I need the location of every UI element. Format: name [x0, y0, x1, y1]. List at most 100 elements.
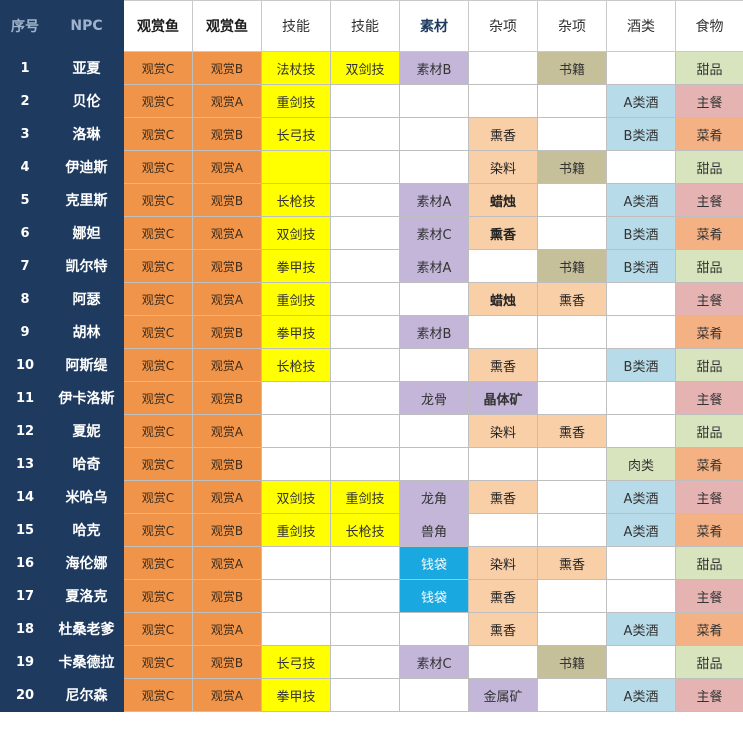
cell-skill-2: [330, 150, 400, 184]
cell-skill-1: 双剑技: [261, 216, 331, 250]
table-row: 4 伊迪斯 观赏C 观赏A 染料 书籍 甜品: [0, 150, 743, 184]
npc-name: 阿斯缇: [49, 348, 124, 382]
cell-misc-1: [468, 513, 538, 547]
cell-food: 主餐: [675, 579, 743, 613]
cell-liquor: B类酒: [606, 216, 676, 250]
cell-liquor: A类酒: [606, 84, 676, 118]
table-row: 12 夏妮 观赏C 观赏A 染料 熏香 甜品: [0, 414, 743, 448]
cell-material: 素材C: [399, 645, 469, 679]
cell-liquor: A类酒: [606, 480, 676, 514]
cell-liquor: [606, 315, 676, 349]
table-row: 11 伊卡洛斯 观赏C 观赏B 龙骨 晶体矿 主餐: [0, 381, 743, 415]
row-index: 10: [0, 348, 50, 382]
cell-liquor: [606, 546, 676, 580]
cell-material: [399, 612, 469, 646]
cell-material: 素材C: [399, 216, 469, 250]
cell-fish-1: 观赏C: [123, 447, 193, 481]
table-row: 6 娜妲 观赏C 观赏A 双剑技 素材C 熏香 B类酒 菜肴: [0, 216, 743, 250]
cell-misc-1: 熏香: [468, 348, 538, 382]
cell-liquor: 肉类: [606, 447, 676, 481]
cell-liquor: B类酒: [606, 348, 676, 382]
cell-misc-1: 熏香: [468, 216, 538, 250]
cell-fish-1: 观赏C: [123, 414, 193, 448]
cell-food: 甜品: [675, 546, 743, 580]
cell-misc-1: 熏香: [468, 480, 538, 514]
cell-skill-1: [261, 546, 331, 580]
cell-fish-2: 观赏B: [192, 645, 262, 679]
cell-misc-1: [468, 315, 538, 349]
cell-material: 素材B: [399, 315, 469, 349]
cell-fish-1: 观赏C: [123, 51, 193, 85]
table-row: 15 哈克 观赏C 观赏B 重剑技 长枪技 兽角 A类酒 菜肴: [0, 513, 743, 547]
cell-skill-2: [330, 546, 400, 580]
cell-fish-2: 观赏B: [192, 513, 262, 547]
cell-material: 素材A: [399, 249, 469, 283]
npc-name: 胡林: [49, 315, 124, 349]
row-index: 4: [0, 150, 50, 184]
table-row: 1 亚夏 观赏C 观赏B 法杖技 双剑技 素材B 书籍 甜品: [0, 51, 743, 85]
cell-fish-1: 观赏C: [123, 117, 193, 151]
row-index: 6: [0, 216, 50, 250]
header-misc-1: 杂项: [468, 0, 538, 52]
cell-material: [399, 348, 469, 382]
row-index: 5: [0, 183, 50, 217]
row-index: 8: [0, 282, 50, 316]
row-index: 14: [0, 480, 50, 514]
row-index: 19: [0, 645, 50, 679]
row-index: 13: [0, 447, 50, 481]
npc-name: 夏妮: [49, 414, 124, 448]
cell-food: 主餐: [675, 678, 743, 712]
header-npc: NPC: [49, 0, 124, 52]
cell-fish-1: 观赏C: [123, 315, 193, 349]
cell-skill-1: [261, 414, 331, 448]
table-row: 10 阿斯缇 观赏C 观赏A 长枪技 熏香 B类酒 甜品: [0, 348, 743, 382]
cell-food: 主餐: [675, 183, 743, 217]
table-row: 8 阿瑟 观赏C 观赏A 重剑技 蜡烛 熏香 主餐: [0, 282, 743, 316]
header-fish-2: 观赏鱼: [192, 0, 262, 52]
cell-misc-2: [537, 216, 607, 250]
cell-misc-2: 书籍: [537, 249, 607, 283]
cell-misc-1: [468, 645, 538, 679]
table-row: 18 杜桑老爹 观赏C 观赏A 熏香 A类酒 菜肴: [0, 612, 743, 646]
npc-name: 洛琳: [49, 117, 124, 151]
cell-misc-2: 熏香: [537, 414, 607, 448]
cell-fish-1: 观赏C: [123, 381, 193, 415]
cell-fish-2: 观赏A: [192, 546, 262, 580]
cell-material: 素材B: [399, 51, 469, 85]
cell-food: 菜肴: [675, 315, 743, 349]
cell-liquor: [606, 645, 676, 679]
cell-fish-1: 观赏C: [123, 480, 193, 514]
row-index: 11: [0, 381, 50, 415]
header-row: 序号 NPC 观赏鱼 观赏鱼 技能 技能 素材 杂项 杂项 酒类 食物: [0, 0, 743, 52]
cell-fish-2: 观赏A: [192, 678, 262, 712]
cell-fish-1: 观赏C: [123, 348, 193, 382]
cell-fish-2: 观赏B: [192, 381, 262, 415]
row-index: 18: [0, 612, 50, 646]
table-row: 3 洛琳 观赏C 观赏B 长弓技 熏香 B类酒 菜肴: [0, 117, 743, 151]
cell-skill-1: 拳甲技: [261, 678, 331, 712]
npc-name: 亚夏: [49, 51, 124, 85]
cell-fish-2: 观赏B: [192, 579, 262, 613]
table-row: 20 尼尔森 观赏C 观赏A 拳甲技 金属矿 A类酒 主餐: [0, 678, 743, 712]
cell-material: [399, 414, 469, 448]
cell-fish-2: 观赏A: [192, 612, 262, 646]
npc-name: 卡桑德拉: [49, 645, 124, 679]
cell-fish-2: 观赏A: [192, 84, 262, 118]
cell-food: 甜品: [675, 249, 743, 283]
table-row: 7 凯尔特 观赏C 观赏B 拳甲技 素材A 书籍 B类酒 甜品: [0, 249, 743, 283]
cell-skill-2: [330, 249, 400, 283]
npc-name: 阿瑟: [49, 282, 124, 316]
row-index: 7: [0, 249, 50, 283]
cell-skill-1: 长枪技: [261, 183, 331, 217]
cell-food: 菜肴: [675, 117, 743, 151]
cell-skill-2: [330, 381, 400, 415]
table-row: 14 米哈乌 观赏C 观赏A 双剑技 重剑技 龙角 熏香 A类酒 主餐: [0, 480, 743, 514]
cell-food: 菜肴: [675, 513, 743, 547]
cell-skill-2: [330, 348, 400, 382]
npc-name: 海伦娜: [49, 546, 124, 580]
cell-fish-2: 观赏A: [192, 216, 262, 250]
cell-misc-1: 晶体矿: [468, 381, 538, 415]
cell-skill-1: 法杖技: [261, 51, 331, 85]
cell-misc-2: 书籍: [537, 51, 607, 85]
cell-skill-2: [330, 678, 400, 712]
